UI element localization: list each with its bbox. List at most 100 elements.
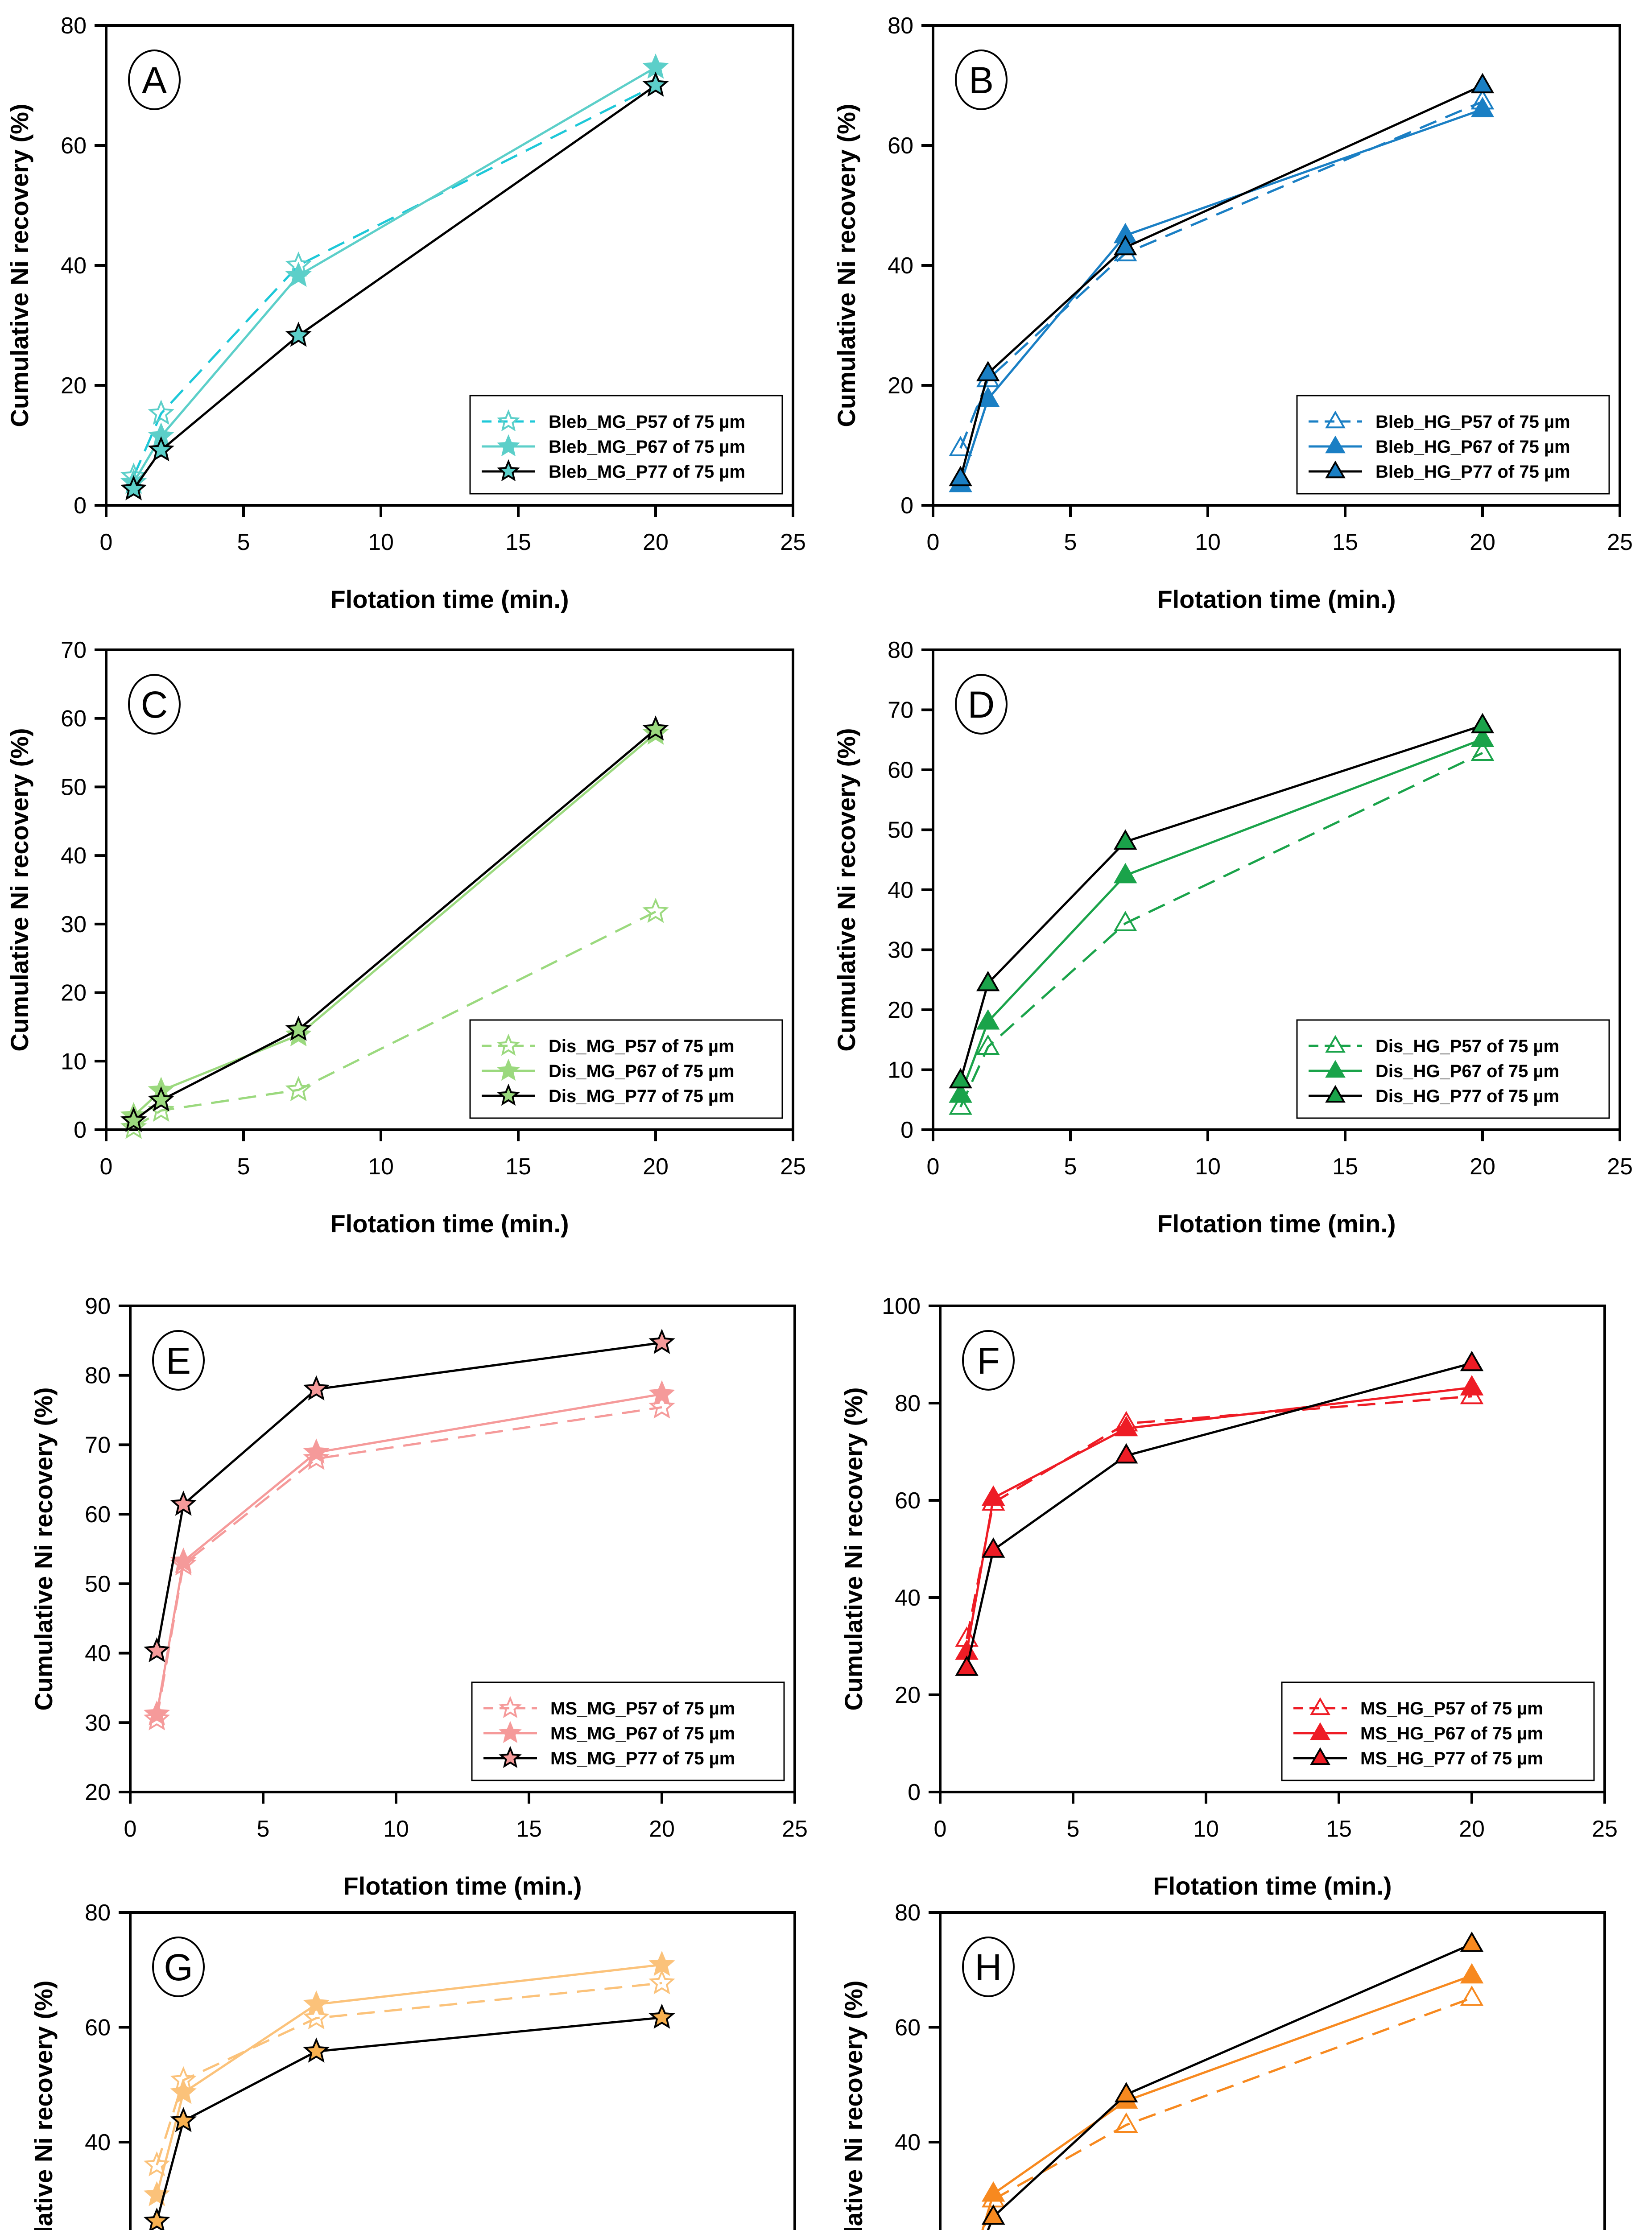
series-d-3 [949, 713, 1495, 1089]
x-tick-label: 20 [1470, 1154, 1495, 1180]
series-line [132, 732, 657, 1117]
series-e-1 [143, 1393, 675, 1730]
x-tick-label: 0 [100, 1154, 113, 1180]
data-point [955, 1656, 979, 1676]
series-line [156, 2016, 662, 2222]
x-tick-label: 20 [643, 1154, 669, 1180]
x-tick-label: 25 [1592, 1816, 1618, 1842]
x-tick-label: 15 [1332, 529, 1358, 555]
legend-label: Bleb_MG_P77 of 75 µm [549, 462, 745, 482]
legend-label: Bleb_HG_P67 of 75 µm [1375, 437, 1570, 457]
legend-box [469, 395, 783, 495]
x-axis-title: Flotation time (min.) [330, 585, 569, 613]
legend-label: Dis_MG_P67 of 75 µm [549, 1061, 735, 1081]
y-axis-title: Cumulative Ni recovery (%) [832, 728, 860, 1051]
y-tick-label: 60 [61, 706, 87, 732]
chart-panel-a: 0 5 10 15 20 25 0 20 40 60 80 Flotation time (min.)… [0, 0, 826, 624]
legend-label: MS_MG_P57 of 75 µm [550, 1699, 735, 1718]
data-point [1113, 863, 1137, 884]
plot-frame [105, 648, 794, 1131]
y-axis-title: Cumulative Ni recovery (%) [29, 1980, 58, 2230]
legend-label: Bleb_HG_P77 of 75 µm [1375, 462, 1570, 482]
legend-label: Dis_HG_P67 of 75 µm [1375, 1061, 1559, 1081]
chart-svg-a: 0 5 10 15 20 25 0 20 40 60 80 Flotation time (min.)… [5, 13, 806, 613]
legend-label: MS_HG_P77 of 75 µm [1360, 1749, 1543, 1768]
x-tick-label: 10 [1195, 529, 1221, 555]
x-tick-label: 15 [505, 1154, 531, 1180]
data-point [1113, 911, 1137, 931]
y-tick-label: 70 [61, 637, 87, 663]
legend-label: Dis_MG_P57 of 75 µm [549, 1037, 735, 1056]
x-tick-label: 10 [1195, 1154, 1221, 1180]
data-point [1460, 1985, 1484, 2006]
legend-box [1296, 395, 1610, 495]
legend: Bleb_HG_P57 of 75 µm Bleb_HG_P67 of 75 µm… [1296, 395, 1610, 495]
y-tick-label: 100 [882, 1293, 921, 1319]
series-d-1 [949, 740, 1495, 1115]
legend: Bleb_MG_P57 of 75 µm Bleb_MG_P67 of 75 µm… [469, 395, 783, 495]
chart-panel-b: 0 5 10 15 20 25 0 20 40 60 80 Flotation time (min.)… [826, 0, 1652, 624]
y-tick-label: 10 [888, 1057, 913, 1083]
y-tick-label: 40 [888, 253, 913, 279]
legend-marker [1325, 1035, 1346, 1053]
series-e-2 [143, 1380, 675, 1726]
data-point [976, 361, 1000, 381]
data-point [1470, 727, 1495, 747]
data-point [648, 1380, 675, 1406]
y-tick-label: 20 [85, 1780, 111, 1805]
series-line [156, 1982, 662, 2166]
legend-box [1281, 1681, 1595, 1781]
series-g-3 [143, 2003, 675, 2230]
y-tick-label: 20 [895, 1682, 921, 1708]
data-point [976, 386, 1000, 407]
series-b-3 [949, 73, 1495, 487]
y-tick-label: 60 [895, 2015, 921, 2041]
plot-frame [129, 1911, 796, 2230]
y-tick-label: 80 [61, 13, 87, 39]
x-tick-label: 0 [927, 529, 940, 555]
x-tick-label: 25 [1607, 529, 1633, 555]
legend: MS_HG_P57 of 75 µm MS_HG_P67 of 75 µm MS_H… [1281, 1681, 1595, 1781]
panel-label: C [141, 684, 168, 726]
chart-svg-d: 0 5 10 15 20 25 0 10 20 30 40 50 60 70 80 Flotation tim… [832, 637, 1633, 1238]
y-tick-label: 40 [61, 253, 87, 279]
legend-label: MS_HG_P57 of 75 µm [1360, 1699, 1543, 1718]
data-point [303, 1445, 330, 1470]
series-line [133, 910, 657, 1129]
series-e-3 [143, 1329, 675, 1663]
data-point [648, 2003, 675, 2029]
chart-svg-c: 0 5 10 15 20 25 0 10 20 30 40 50 60 70 Flotation time … [5, 637, 806, 1238]
data-point [949, 466, 972, 487]
legend-marker [1310, 1747, 1330, 1765]
legend-label: Dis_MG_P77 of 75 µm [549, 1086, 735, 1106]
y-tick-label: 50 [85, 1571, 111, 1597]
panel-label-ellipse [152, 1330, 205, 1391]
data-point [148, 436, 174, 462]
legend-marker [499, 1721, 522, 1743]
data-point [285, 1076, 312, 1102]
x-tick-label: 25 [782, 1816, 808, 1842]
y-tick-label: 70 [85, 1432, 111, 1458]
y-axis-title: Cumulative Ni recovery (%) [5, 103, 33, 427]
panel-label-ellipse [962, 1330, 1015, 1391]
legend-box [1296, 1019, 1610, 1119]
x-tick-label: 15 [1332, 1154, 1358, 1180]
panel-label: A [142, 59, 167, 101]
data-point [303, 2004, 330, 2030]
panel-label-ellipse [962, 1937, 1015, 1997]
x-tick-label: 25 [780, 529, 806, 555]
data-point [143, 2207, 170, 2230]
legend-label: MS_MG_P67 of 75 µm [550, 1724, 735, 1743]
series-line [966, 1395, 1472, 1639]
y-tick-label: 60 [888, 757, 913, 783]
y-tick-label: 80 [85, 1363, 111, 1389]
series-line [966, 1386, 1472, 1652]
data-point [1470, 740, 1495, 761]
data-point [143, 1700, 170, 1726]
data-point [976, 1034, 1000, 1055]
series-line [987, 1943, 1472, 2230]
data-point [1470, 97, 1495, 117]
y-tick-label: 30 [85, 1710, 111, 1736]
data-point [143, 1705, 170, 1730]
